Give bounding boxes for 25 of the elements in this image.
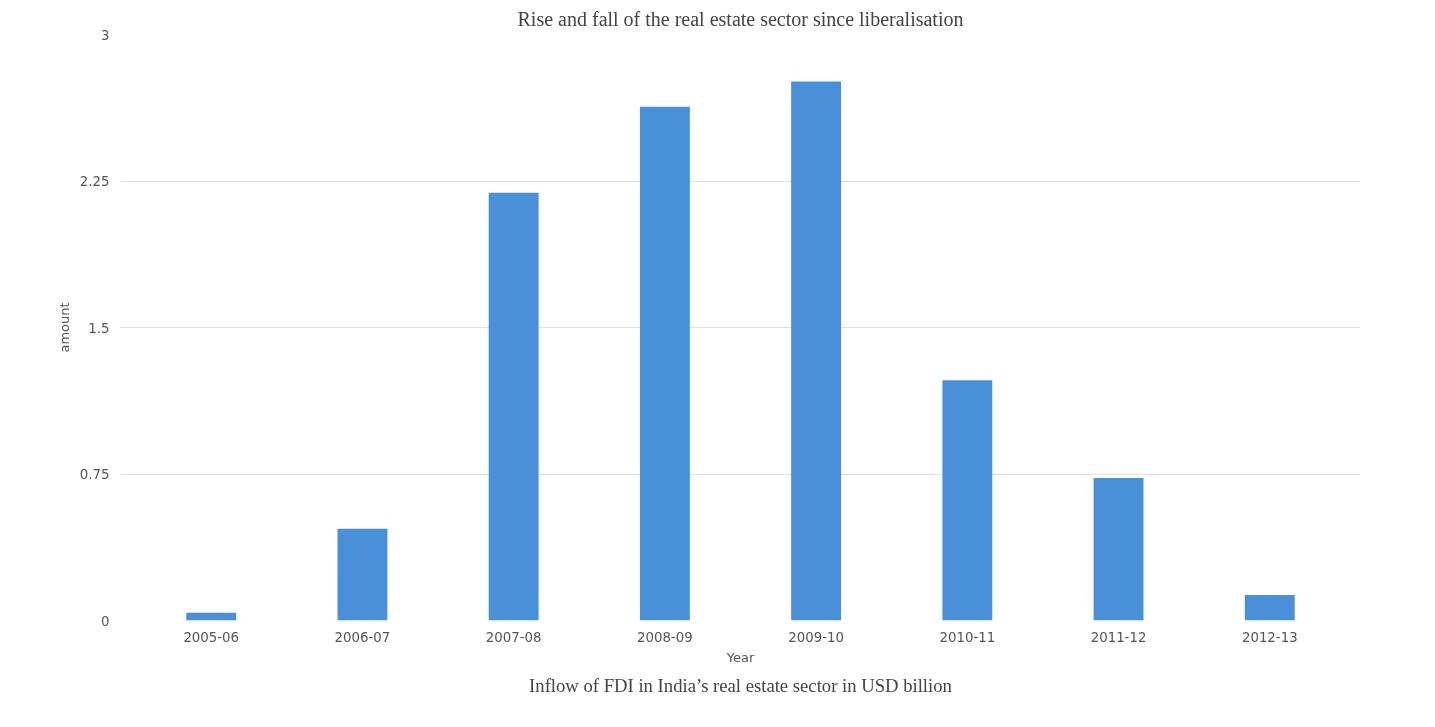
x-tick-label: 2006-07 [334, 629, 391, 645]
text: Inflow of FDI in India’s real estate sector in USD billion [529, 674, 953, 696]
y-tick-label: 1.5 [88, 320, 110, 336]
y-tick-label: 0.75 [79, 467, 110, 482]
y-tick-label: 3 [101, 27, 110, 43]
x-tick-label: 2009-10 [788, 629, 844, 645]
bar [186, 612, 237, 621]
x-tick-label: 2010-11 [939, 629, 996, 645]
bar [1244, 595, 1295, 621]
x-tick-label: 2005-06 [183, 629, 240, 645]
x-tick-label: 2011-12 [1090, 629, 1147, 645]
x-tick-label: 2008-09 [637, 629, 693, 645]
bar [488, 192, 539, 621]
x-tick-label: 2012-13 [1241, 629, 1298, 645]
bar [1093, 477, 1144, 621]
x-axis-title: Year [725, 649, 755, 665]
bar [337, 528, 388, 621]
y-tick-label: 0 [101, 613, 110, 629]
bar [639, 106, 690, 621]
x-tick-label: 2007-08 [485, 629, 542, 645]
bar [791, 81, 842, 621]
y-tick-label: 2.25 [79, 174, 110, 189]
chart-title: Rise and fall of the real estate sector since liberalisation [517, 7, 964, 30]
y-axis-title: amount [56, 302, 72, 353]
bar [942, 380, 993, 621]
